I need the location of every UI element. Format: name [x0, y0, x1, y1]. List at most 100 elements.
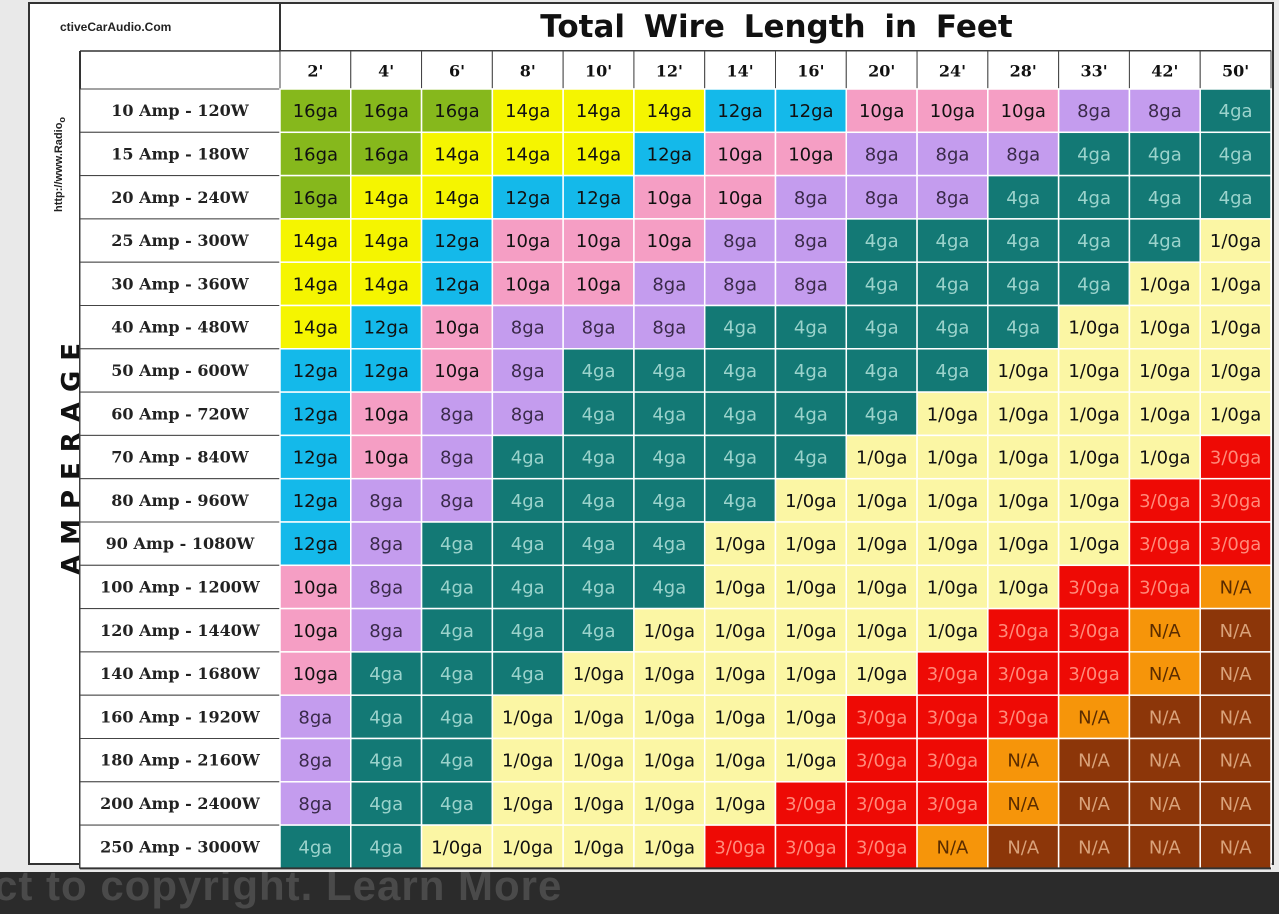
gauge-cell — [633, 737, 706, 783]
gauge-cell-value: 3/0ga — [1210, 448, 1261, 469]
gauge-cell — [987, 564, 1060, 610]
gauge-cell-value: 14ga — [434, 188, 479, 209]
row-label: 20 Amp - 240W — [111, 188, 250, 207]
gauge-cell-value: N/A — [1220, 621, 1253, 642]
gauge-cell-value: 4ga — [936, 361, 970, 382]
gauge-cell-value: 10ga — [1001, 101, 1046, 122]
column-header-cell — [421, 50, 493, 90]
gauge-cell — [1128, 737, 1201, 783]
gauge-cell-value: 1/0ga — [785, 491, 836, 512]
gauge-cell — [1057, 434, 1131, 480]
gauge-cell-value: 10ga — [647, 231, 692, 252]
gauge-cell-value: 14ga — [363, 188, 408, 209]
gauge-cell-value: 1/0ga — [1139, 274, 1190, 295]
gauge-cell-value: 14ga — [576, 144, 621, 165]
gauge-cell — [916, 304, 989, 350]
gauge-cell — [845, 434, 918, 480]
gauge-cell — [703, 218, 777, 263]
gauge-cell — [845, 824, 918, 870]
gauge-cell-value: 4ga — [369, 664, 403, 685]
gauge-cell-value: 4ga — [369, 707, 403, 728]
gauge-cell-value: 4ga — [582, 361, 616, 382]
gauge-cell-value: 1/0ga — [1210, 361, 1261, 382]
gauge-cell — [774, 477, 848, 523]
gauge-cell-value: 3/0ga — [714, 837, 765, 858]
gauge-cell-value: 4ga — [511, 448, 545, 469]
gauge-cell-value: 8ga — [1006, 144, 1040, 165]
gauge-cell-value: N/A — [1078, 837, 1111, 858]
gauge-cell — [633, 651, 706, 696]
gauge-cell-value: 1/0ga — [785, 664, 836, 685]
gauge-cell — [1199, 304, 1272, 350]
column-header-label: 42' — [1151, 62, 1178, 81]
row-label: 40 Amp - 480W — [111, 318, 250, 337]
gauge-cell — [562, 434, 635, 480]
gauge-cell-value: 4ga — [369, 751, 403, 772]
gauge-cell-value: 4ga — [582, 577, 616, 598]
gauge-cell-value: 10ga — [576, 274, 621, 295]
gauge-cell — [845, 651, 918, 696]
gauge-cell-value: 4ga — [440, 794, 474, 815]
column-header-cell — [704, 50, 777, 90]
gauge-cell-value: 1/0ga — [1139, 318, 1190, 339]
gauge-cell-value: 4ga — [1148, 144, 1182, 165]
gauge-cell — [420, 737, 494, 783]
column-header-label: 16' — [797, 62, 824, 81]
row-label: 15 Amp - 180W — [111, 144, 250, 163]
gauge-cell — [1057, 304, 1131, 350]
gauge-cell-value: 1/0ga — [927, 448, 978, 469]
gauge-cell-value: 1/0ga — [714, 577, 765, 598]
gauge-cell-value: 8ga — [936, 144, 970, 165]
gauge-cell — [916, 564, 989, 610]
gauge-cell-value: N/A — [1149, 794, 1182, 815]
gauge-cell — [562, 651, 635, 696]
gauge-cell — [987, 521, 1060, 567]
gauge-cell-value: 1/0ga — [573, 664, 624, 685]
gauge-cell-value: 8ga — [369, 577, 403, 598]
gauge-cell-value: 8ga — [440, 404, 474, 425]
chart-title: Total Wire Length in Feet — [540, 9, 1013, 45]
gauge-cell-value: 4ga — [1006, 231, 1040, 252]
gauge-cell-value: 1/0ga — [998, 491, 1049, 512]
gauge-cell — [420, 391, 494, 437]
gauge-cell — [350, 781, 423, 826]
gauge-cell-value: N/A — [1007, 751, 1040, 772]
gauge-cell-value: N/A — [1220, 837, 1253, 858]
gauge-cell-value: 1/0ga — [856, 534, 907, 555]
gauge-cell — [845, 737, 918, 783]
gauge-cell-value: 8ga — [936, 188, 970, 209]
gauge-cell-value: 14ga — [363, 274, 408, 295]
gauge-cell-value: 1/0ga — [1068, 404, 1119, 425]
gauge-cell-value: 8ga — [369, 621, 403, 642]
gauge-cell-value: 16ga — [434, 101, 479, 122]
gauge-cell-value: N/A — [1007, 794, 1040, 815]
gauge-cell-value: 16ga — [363, 144, 408, 165]
gauge-cell-value: 10ga — [930, 101, 975, 122]
row-label: 25 Amp - 300W — [111, 231, 250, 250]
gauge-cell — [350, 694, 423, 740]
gauge-cell-value: 8ga — [298, 707, 332, 728]
column-header-label: 14' — [727, 62, 754, 81]
gauge-cell — [703, 348, 777, 393]
gauge-cell-value: 1/0ga — [714, 707, 765, 728]
gauge-cell-value: 4ga — [440, 751, 474, 772]
column-header-label: 33' — [1080, 62, 1107, 81]
gauge-cell-value: 4ga — [1006, 274, 1040, 295]
row-label-cell — [79, 651, 281, 696]
gauge-cell-value: 4ga — [652, 448, 686, 469]
gauge-cell — [1199, 651, 1272, 696]
gauge-cell-value: 4ga — [369, 837, 403, 858]
gauge-cell-value: 10ga — [505, 231, 550, 252]
gauge-cell-value: 12ga — [434, 274, 479, 295]
gauge-cell-value: 14ga — [505, 101, 550, 122]
gauge-cell-value: 1/0ga — [1210, 231, 1261, 252]
gauge-cell — [420, 781, 494, 826]
row-label: 100 Amp - 1200W — [100, 577, 261, 596]
gauge-cell-value: 4ga — [511, 577, 545, 598]
gauge-cell-value: 3/0ga — [785, 837, 836, 858]
row-label: 50 Amp - 600W — [111, 361, 250, 380]
gauge-cell-value: 4ga — [511, 534, 545, 555]
gauge-cell-value: 10ga — [647, 188, 692, 209]
gauge-cell — [774, 737, 848, 783]
gauge-cell-value: 12ga — [293, 491, 338, 512]
